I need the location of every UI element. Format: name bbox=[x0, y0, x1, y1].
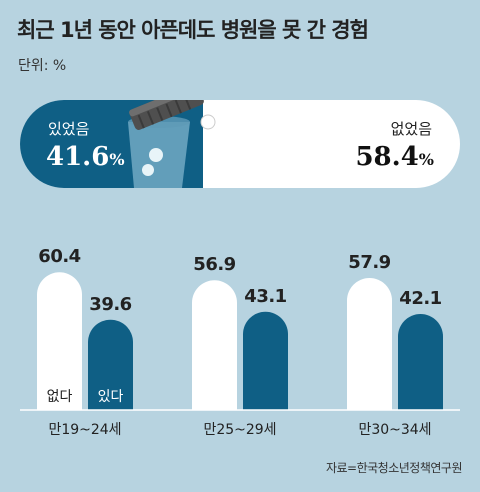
pill-bottle-icon bbox=[128, 100, 216, 188]
value-label: 39.6 bbox=[89, 293, 132, 315]
chart-title: 최근 1년 동안 아픈데도 병원을 못 간 경험 bbox=[17, 18, 369, 42]
value-label: 57.9 bbox=[348, 251, 391, 273]
bar-none-0 bbox=[37, 272, 82, 410]
bar-none-1 bbox=[192, 280, 238, 410]
unit-label: 단위: % bbox=[18, 58, 67, 74]
series-label: 없다 bbox=[46, 389, 73, 405]
share-pill: 있었음 41.6% 없었음 58.4% bbox=[20, 100, 460, 188]
source-note: 자료=한국청소년정책연구원 bbox=[325, 461, 463, 475]
category-label: 만25~29세 bbox=[203, 422, 277, 438]
none-label: 없었음 bbox=[390, 120, 432, 138]
category-label: 만30~34세 bbox=[358, 422, 432, 438]
bar-had-1 bbox=[243, 311, 288, 410]
value-label: 43.1 bbox=[244, 285, 287, 307]
value-label: 60.4 bbox=[38, 246, 81, 268]
had-value: 41.6% bbox=[46, 142, 125, 172]
category-label: 만19~24세 bbox=[48, 422, 122, 438]
bar-had-2 bbox=[398, 314, 443, 410]
had-label: 있었음 bbox=[48, 120, 90, 138]
value-label: 42.1 bbox=[399, 288, 442, 309]
series-label: 있다 bbox=[97, 389, 124, 405]
bar-had-0 bbox=[88, 319, 133, 410]
value-label: 56.9 bbox=[193, 254, 236, 276]
none-value: 58.4% bbox=[355, 142, 434, 172]
bar-none-2 bbox=[347, 277, 392, 410]
